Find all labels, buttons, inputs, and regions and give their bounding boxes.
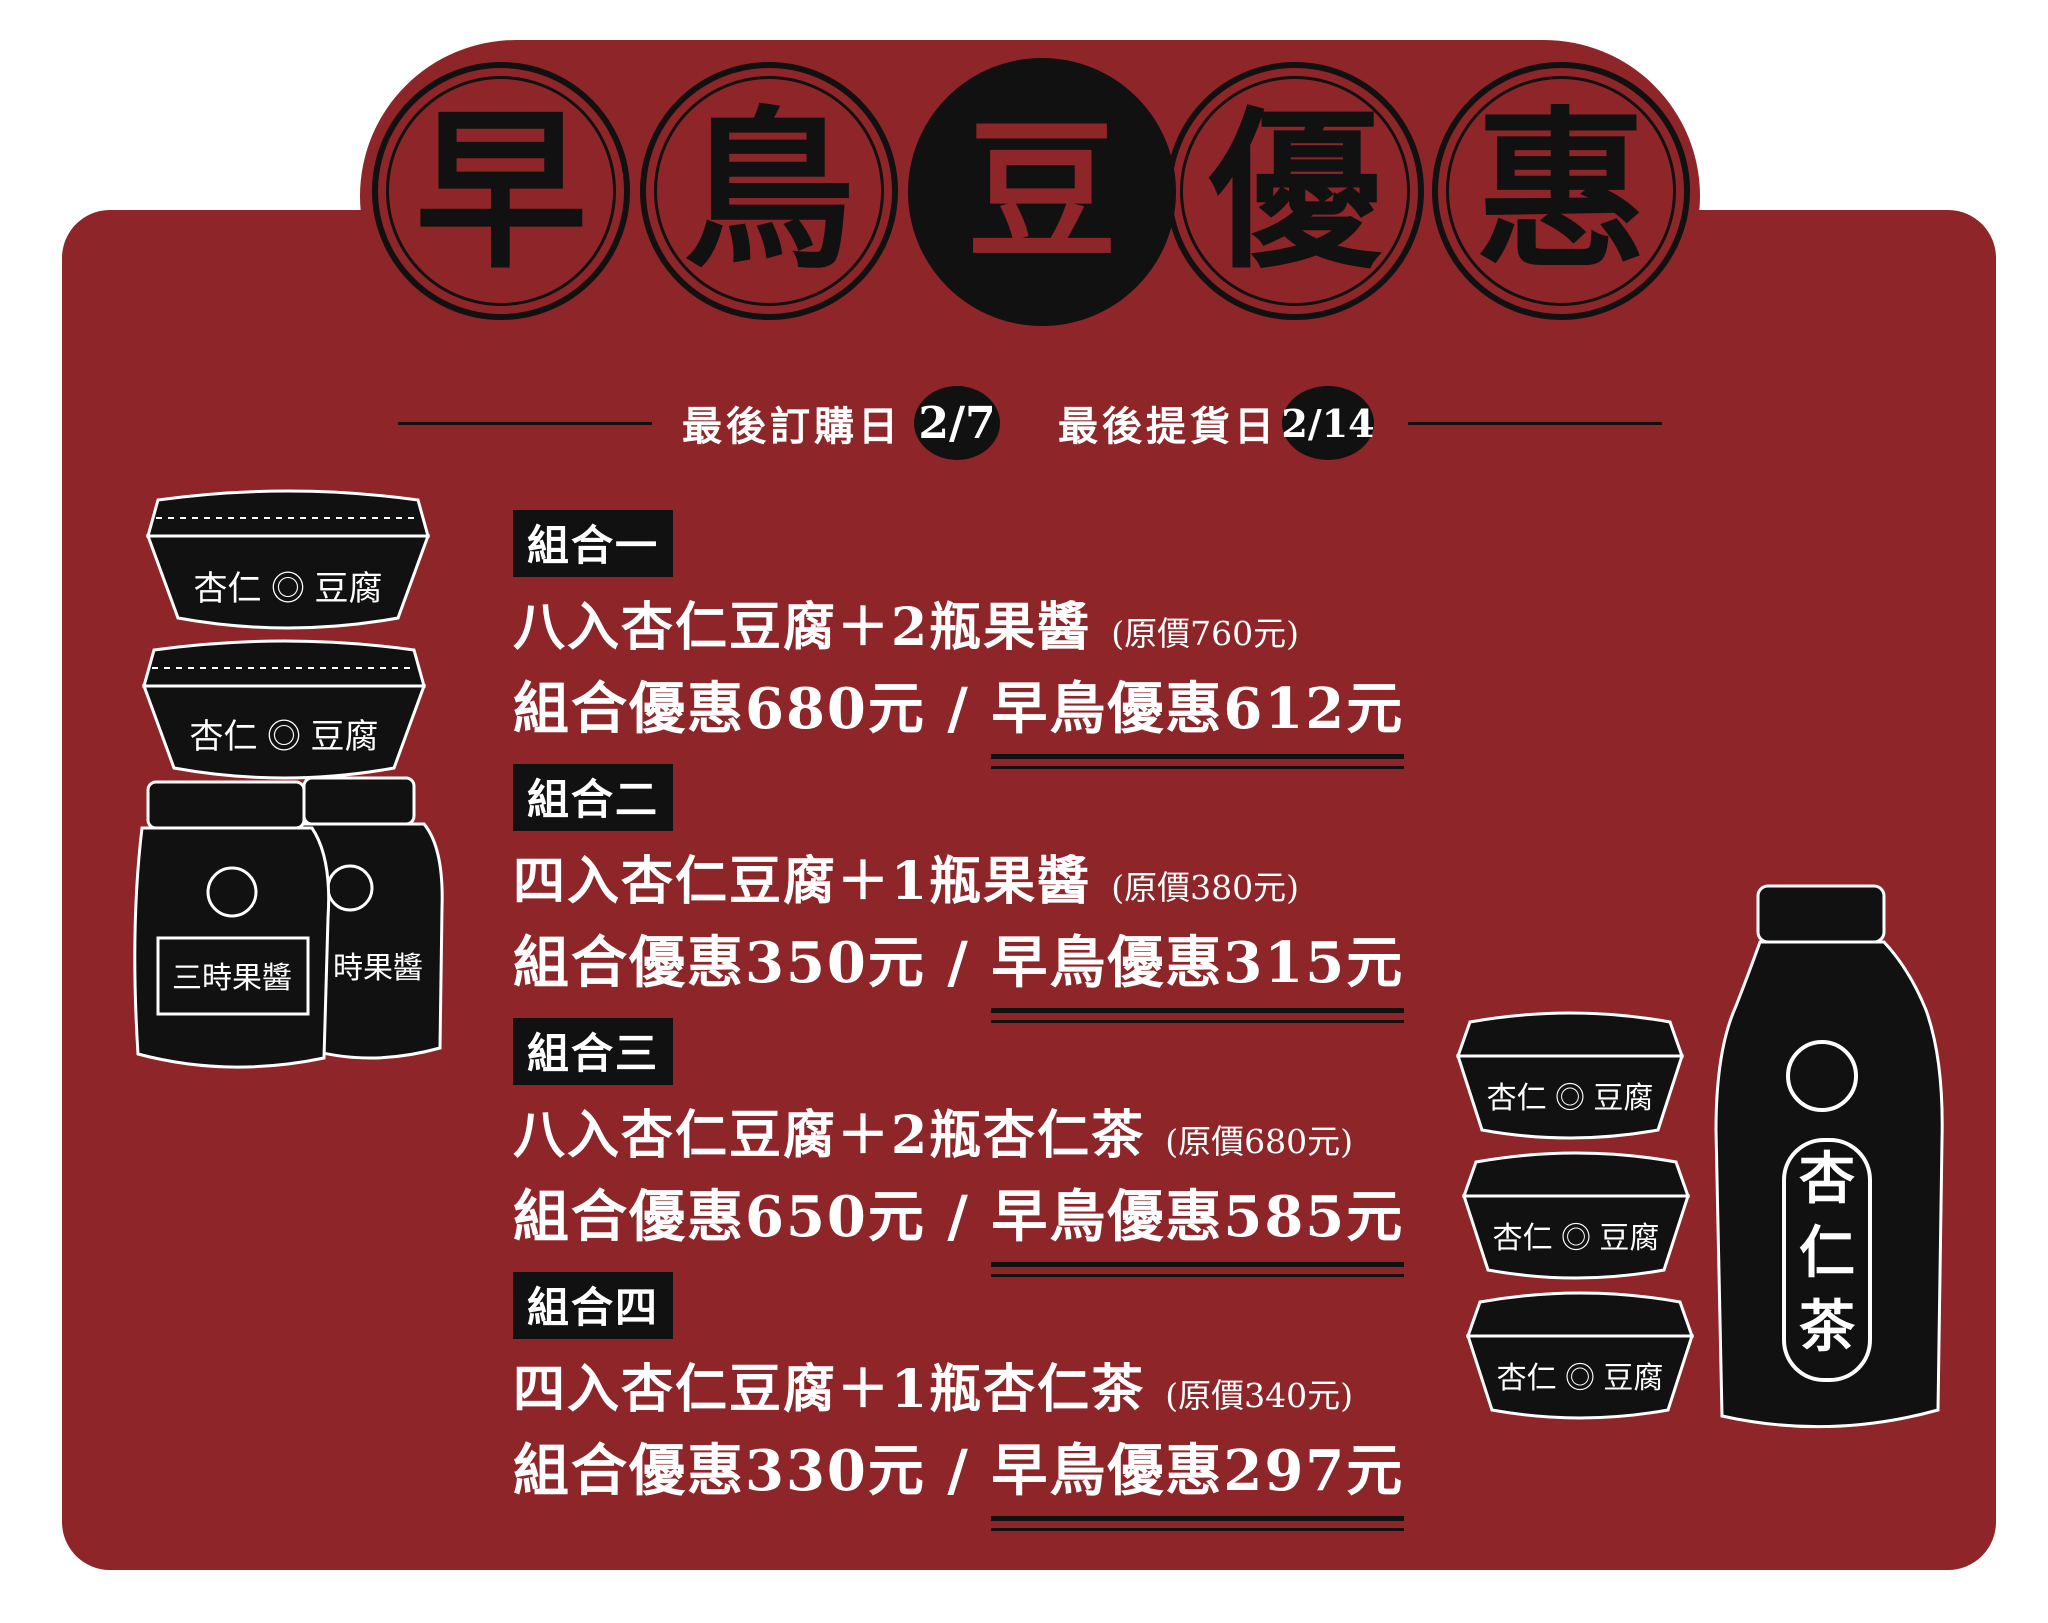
original-price: (原價380元) xyxy=(1111,868,1300,907)
divider-right xyxy=(1408,422,1662,425)
combo-items: 八入杏仁豆腐＋2瓶杏仁茶 (原價680元) xyxy=(513,1105,1354,1166)
svg-text:杏仁 ◎ 豆腐: 杏仁 ◎ 豆腐 xyxy=(190,718,379,756)
order-deadline-label: 最後訂購日 xyxy=(682,403,902,450)
order-deadline-badge: 2/7 xyxy=(914,386,1000,460)
tofu-cup-icon: 杏仁 ◎ 豆腐 xyxy=(141,639,427,780)
svg-text:杏仁 ◎ 豆腐: 杏仁 ◎ 豆腐 xyxy=(1497,1362,1664,1395)
title-seal-5: 惠 xyxy=(1432,62,1690,320)
jam-jar-icon: 三時果醬 xyxy=(133,780,331,1069)
svg-text:杏: 杏 xyxy=(1799,1146,1855,1212)
combo-4: 組合四 四入杏仁豆腐＋1瓶杏仁茶 (原價340元) 組合優惠330元 / 早鳥優… xyxy=(513,1272,1405,1531)
svg-text:茶: 茶 xyxy=(1799,1294,1855,1360)
tofu-cup-icon: 杏仁 ◎ 豆腐 xyxy=(1455,1011,1685,1140)
combo-items: 四入杏仁豆腐＋1瓶果醬 (原價380元) xyxy=(513,851,1300,912)
divider-left xyxy=(398,422,652,425)
svg-text:杏仁 ◎ 豆腐: 杏仁 ◎ 豆腐 xyxy=(194,570,383,608)
combo-prices: 組合優惠650元 / 早鳥優惠585元 xyxy=(513,1172,1405,1277)
early-bird-price: 早鳥優惠612元 xyxy=(991,664,1405,769)
combo-price: 組合優惠650元 xyxy=(513,1184,926,1250)
dates-row: 最後訂購日 2/7 最後提貨日 2/14 xyxy=(0,380,2048,470)
early-bird-price: 早鳥優惠585元 xyxy=(991,1172,1405,1277)
pickup-deadline-label: 最後提貨日 xyxy=(1058,403,1278,450)
combo-price: 組合優惠350元 xyxy=(513,930,926,996)
almond-tea-bottle-icon: 杏 仁 茶 xyxy=(1714,884,1944,1429)
combo-prices: 組合優惠350元 / 早鳥優惠315元 xyxy=(513,918,1405,1023)
combo-price: 組合優惠680元 xyxy=(513,676,926,742)
combo-2: 組合二 四入杏仁豆腐＋1瓶果醬 (原價380元) 組合優惠350元 / 早鳥優惠… xyxy=(513,764,1405,1023)
combo-tag: 組合一 xyxy=(513,510,674,577)
combo-price: 組合優惠330元 xyxy=(513,1438,926,1504)
title-seal-4: 優 xyxy=(1166,62,1424,320)
combo-3: 組合三 八入杏仁豆腐＋2瓶杏仁茶 (原價680元) 組合優惠650元 / 早鳥優… xyxy=(513,1018,1405,1277)
svg-text:時果醬: 時果醬 xyxy=(333,952,423,985)
tofu-cup-icon: 杏仁 ◎ 豆腐 xyxy=(1465,1291,1695,1420)
original-price: (原價680元) xyxy=(1165,1122,1354,1161)
tofu-cup-icon: 杏仁 ◎ 豆腐 xyxy=(145,489,431,630)
title-seal-1: 早 xyxy=(372,62,630,320)
combo-tag: 組合二 xyxy=(513,764,674,831)
left-product-illustration: 杏仁 ◎ 豆腐 杏仁 ◎ 豆腐 時果醬 三時果醬 xyxy=(133,489,444,1069)
pickup-deadline-badge: 2/14 xyxy=(1281,386,1375,460)
svg-text:杏仁 ◎ 豆腐: 杏仁 ◎ 豆腐 xyxy=(1493,1222,1660,1255)
combo-tag: 組合四 xyxy=(513,1272,674,1339)
combo-items: 四入杏仁豆腐＋1瓶杏仁茶 (原價340元) xyxy=(513,1359,1354,1420)
title-seal-2: 鳥 xyxy=(640,62,898,320)
original-price: (原價760元) xyxy=(1111,614,1300,653)
combo-prices: 組合優惠680元 / 早鳥優惠612元 xyxy=(513,664,1405,769)
brand-logo-seal: 豆 xyxy=(908,58,1176,326)
right-product-illustration: 杏仁 ◎ 豆腐 杏仁 ◎ 豆腐 杏仁 ◎ 豆腐 杏 仁 茶 xyxy=(1455,884,1944,1429)
svg-text:杏仁 ◎ 豆腐: 杏仁 ◎ 豆腐 xyxy=(1487,1082,1654,1115)
svg-text:仁: 仁 xyxy=(1799,1220,1855,1286)
jam-jar-icon: 時果醬 xyxy=(296,776,444,1060)
tofu-cup-icon: 杏仁 ◎ 豆腐 xyxy=(1461,1151,1691,1280)
combo-prices: 組合優惠330元 / 早鳥優惠297元 xyxy=(513,1426,1405,1531)
original-price: (原價340元) xyxy=(1165,1376,1354,1415)
combo-items: 八入杏仁豆腐＋2瓶果醬 (原價760元) xyxy=(513,597,1300,658)
early-bird-price: 早鳥優惠297元 xyxy=(991,1426,1405,1531)
combo-tag: 組合三 xyxy=(513,1018,674,1085)
svg-text:三時果醬: 三時果醬 xyxy=(172,962,292,995)
early-bird-price: 早鳥優惠315元 xyxy=(991,918,1405,1023)
combo-1: 組合一 八入杏仁豆腐＋2瓶果醬 (原價760元) 組合優惠680元 / 早鳥優惠… xyxy=(513,510,1405,769)
